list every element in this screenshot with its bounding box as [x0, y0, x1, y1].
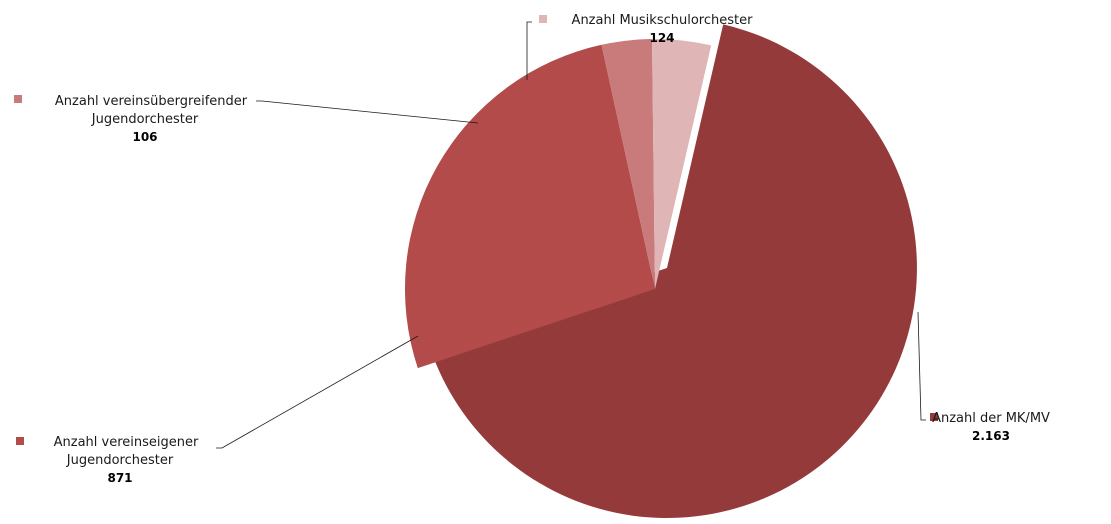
slice-label-value: 871: [107, 471, 132, 485]
label-color-swatch: [16, 437, 24, 445]
slice-label-value: 124: [649, 31, 674, 45]
label-color-swatch: [14, 95, 22, 103]
slice-label-name: Anzahl vereinsübergreifender: [55, 94, 248, 109]
leader-line: [526, 21, 532, 80]
slice-label-value: 2.163: [972, 429, 1010, 443]
leader-line: [256, 100, 479, 124]
leader-lines: [216, 21, 926, 449]
pie-slice: [601, 39, 655, 289]
slice-label-name: Anzahl der MK/MV: [932, 411, 1050, 426]
pie-slices: [404, 24, 917, 518]
leader-line: [917, 311, 926, 421]
slice-label-name: Anzahl vereinseigener: [54, 435, 199, 450]
leader-line: [216, 335, 419, 449]
slice-labels: Anzahl der MK/MV 2.163 Anzahl vereinseigen…: [14, 13, 1050, 485]
label-color-swatch: [539, 15, 547, 23]
pie-slice: [429, 24, 917, 518]
slice-label-name: Anzahl Musikschulorchester: [572, 13, 754, 28]
pie-slice: [404, 44, 655, 369]
pie-slice: [652, 38, 712, 289]
slice-label-name: Jugendorchester: [91, 112, 199, 127]
slice-label-value: 106: [132, 130, 157, 144]
label-color-swatch: [930, 413, 938, 421]
slice-label-name: Jugendorchester: [66, 453, 174, 468]
